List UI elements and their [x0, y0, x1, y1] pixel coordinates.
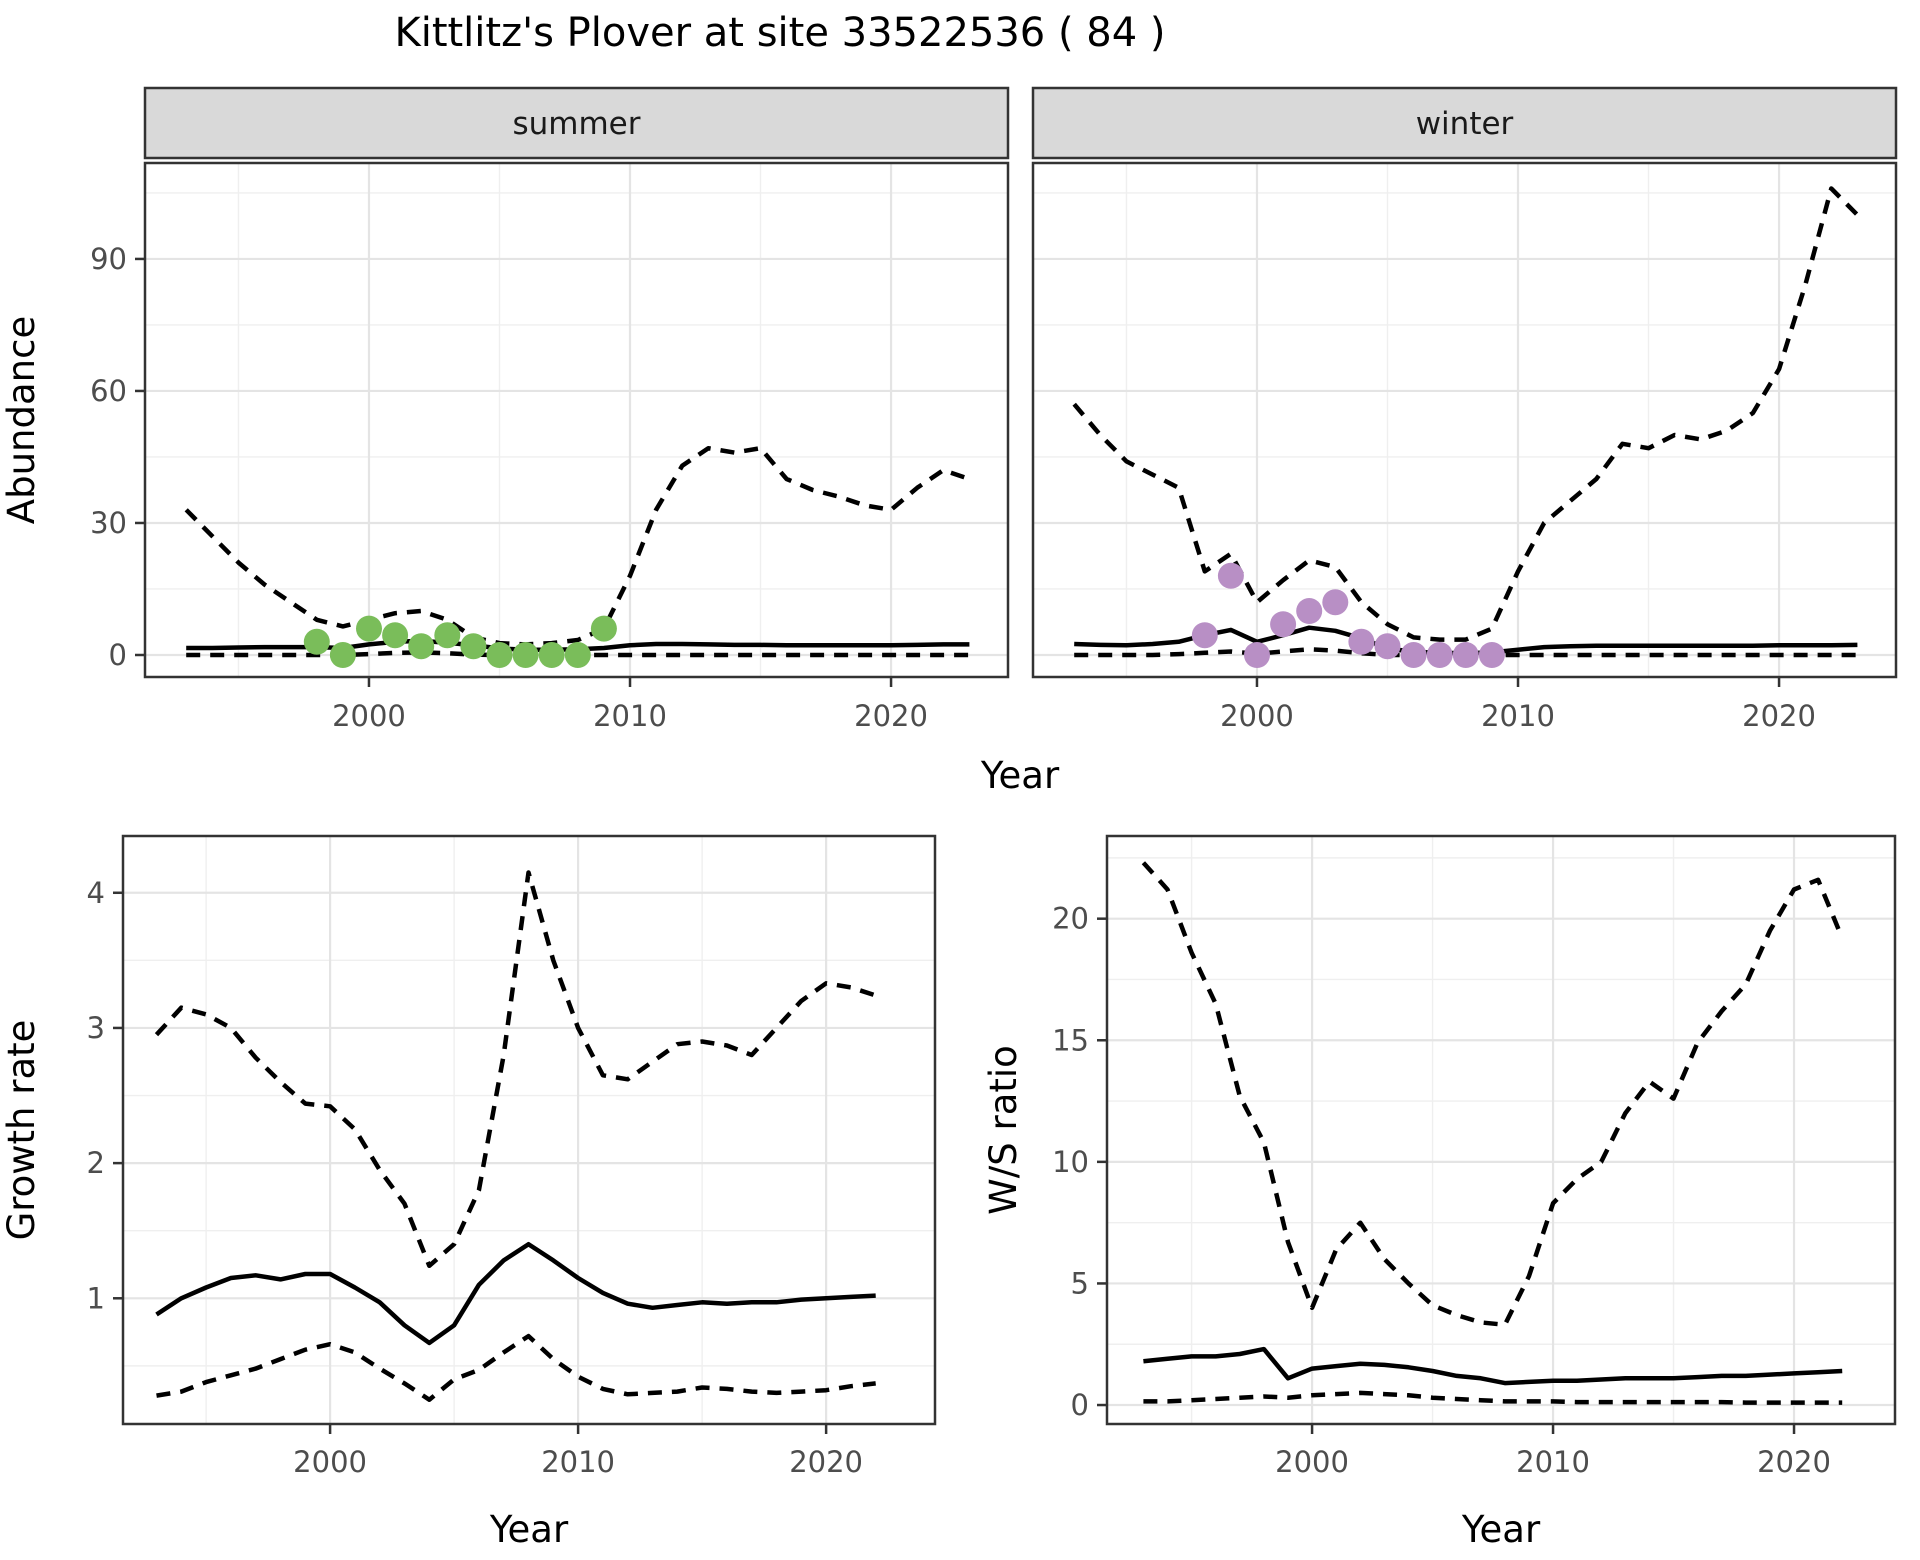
y-tick-label: 5 [1071, 1266, 1089, 1300]
observed-count-winter-dot [1322, 589, 1349, 616]
observed-count-summer-dot [590, 615, 617, 642]
observed-count-summer-dot [329, 642, 356, 668]
panel-growth-rate: 2000 2010 2020 1 2 3 4 Growth rate Year [0, 834, 937, 1551]
facet-strip [1031, 86, 1898, 160]
observed-count-summer-dot [512, 642, 539, 668]
panel-abundance-winter: winter 2000 2010 2020 [1031, 86, 1898, 733]
observed-count-winter-dot [1270, 611, 1297, 638]
y-axis-title: Growth rate [0, 1020, 43, 1241]
observed-count-winter-dot [1191, 622, 1218, 649]
y-tick-label: 20 [1052, 902, 1089, 936]
plot-title: Kittlitz's Plover at site 33522536 ( 84 … [394, 10, 1166, 56]
observed-count-winter-dot [1244, 642, 1270, 668]
x-tick-label: 2010 [1481, 699, 1555, 733]
panel-border [1105, 834, 1897, 1426]
panel-background [123, 836, 935, 1424]
x-axis-title: Year [489, 1508, 569, 1551]
y-tick-label: 30 [90, 506, 127, 540]
y-tick-label: 10 [1052, 1145, 1089, 1179]
x-axis-title-shared: Year [980, 754, 1060, 797]
y-tick-label: 0 [109, 638, 127, 672]
x-tick-label: 2020 [789, 1445, 863, 1479]
y-tick-label: 3 [87, 1011, 105, 1045]
x-tick-label: 2020 [854, 699, 928, 733]
observed-count-summer-dot [486, 642, 513, 668]
y-axis-title: W/S ratio [982, 1045, 1025, 1215]
panel-abundance-summer: summer 2000 2010 2020 0 30 60 90 Abundance [0, 86, 1010, 733]
panel-ws-ratio: 2000 2010 2020 0 5 10 15 20 W/S ratio Year [982, 834, 1897, 1551]
y-tick-label: 90 [90, 242, 127, 276]
y-tick-label: 0 [1071, 1388, 1089, 1422]
facet-strip-label: winter [1416, 106, 1514, 142]
observed-count-summer-dot [303, 628, 330, 655]
x-tick-label: 2020 [1757, 1445, 1831, 1479]
x-axis-title: Year [1461, 1508, 1541, 1551]
facet-strip [143, 86, 1010, 160]
observed-count-winter-dot [1217, 562, 1244, 589]
upper_95ci-line [1141, 861, 1845, 1328]
x-tick-label: 2010 [593, 699, 667, 733]
observed-count-summer-dot [382, 622, 409, 649]
observed-count-winter-dot [1452, 642, 1479, 668]
panel-border [143, 161, 1010, 679]
upper_95ci-line [1072, 186, 1860, 642]
panel-border [1031, 161, 1898, 679]
x-tick-label: 2020 [1742, 699, 1816, 733]
observed-count-summer-dot [538, 642, 565, 668]
observed-count-winter-dot [1426, 642, 1453, 668]
x-tick-label: 2000 [1275, 1445, 1349, 1479]
upper_95ci-line [184, 445, 971, 647]
panel-border [121, 834, 937, 1426]
observed-count-winter-dot [1400, 642, 1427, 668]
facet-strip-label: summer [512, 106, 640, 142]
median_estimate-line [155, 1241, 876, 1346]
panel-background [1033, 163, 1896, 677]
panel-background [145, 163, 1008, 677]
median_estimate-line [1143, 1346, 1843, 1386]
observed-count-winter-dot [1296, 598, 1323, 624]
y-axis-title: Abundance [0, 316, 43, 524]
lower_95ci-line [156, 1333, 876, 1402]
upper_95ci-line [154, 870, 877, 1269]
observed-count-summer-dot [408, 633, 435, 660]
x-tick-label: 2000 [1220, 699, 1294, 733]
observed-count-summer-dot [434, 622, 461, 649]
x-tick-label: 2000 [332, 699, 406, 733]
y-tick-label: 60 [90, 374, 127, 408]
x-tick-label: 2010 [541, 1445, 615, 1479]
observed-count-summer-dot [564, 642, 591, 668]
y-tick-label: 2 [87, 1146, 105, 1180]
observed-count-summer-group [303, 615, 617, 668]
panel-background [1107, 836, 1895, 1424]
observed-count-winter-dot [1348, 628, 1375, 655]
observed-count-summer-dot [460, 633, 487, 660]
y-tick-label: 15 [1052, 1023, 1089, 1057]
x-tick-label: 2010 [1516, 1445, 1590, 1479]
y-tick-label: 4 [87, 876, 105, 910]
y-tick-label: 1 [87, 1281, 105, 1315]
lower_95ci-line [1143, 1390, 1843, 1405]
observed-count-winter-group [1191, 562, 1505, 668]
observed-count-winter-dot [1478, 642, 1505, 668]
x-tick-label: 2000 [293, 1445, 367, 1479]
observed-count-winter-dot [1374, 633, 1401, 660]
observed-count-summer-dot [356, 615, 382, 642]
